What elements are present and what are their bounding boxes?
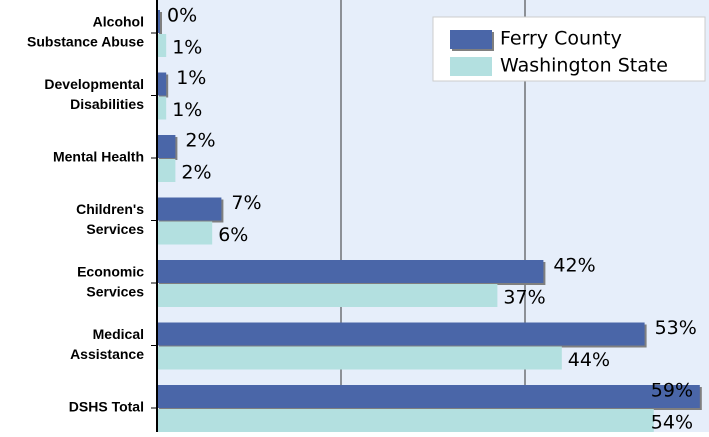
bar <box>157 221 213 245</box>
bar <box>157 34 167 57</box>
bar <box>157 346 562 370</box>
bar <box>157 135 176 158</box>
bar <box>157 322 645 346</box>
value-label: 37% <box>503 287 545 309</box>
category-label: Services <box>86 221 144 237</box>
bar <box>157 159 176 182</box>
category-label: Services <box>86 284 144 300</box>
category-label: Assistance <box>70 346 144 362</box>
value-label: 44% <box>568 349 610 371</box>
bar <box>157 96 167 120</box>
category-label: Developmental <box>44 76 144 92</box>
value-label: 2% <box>185 130 215 152</box>
value-label: 1% <box>176 67 206 89</box>
legend-label: Washington State <box>500 55 668 77</box>
value-label: 7% <box>231 192 261 214</box>
bar-shadow <box>159 12 162 35</box>
value-label: 1% <box>172 37 202 59</box>
value-label: 0% <box>167 5 197 27</box>
bar <box>157 197 222 221</box>
value-label: 53% <box>655 317 697 339</box>
category-label: Alcohol <box>93 14 144 30</box>
category-label: Disabilities <box>70 96 144 112</box>
category-label: Children's <box>76 201 144 217</box>
value-label: 2% <box>181 162 211 184</box>
bar <box>157 409 654 432</box>
bar <box>157 72 167 96</box>
legend-swatch <box>450 30 492 49</box>
category-label: Substance Abuse <box>27 34 144 50</box>
value-label: 42% <box>553 255 595 277</box>
category-label: Mental Health <box>53 149 144 165</box>
bar <box>157 385 700 408</box>
value-label: 54% <box>651 412 693 433</box>
bar <box>157 284 498 307</box>
category-label: DSHS Total <box>69 399 144 415</box>
bar <box>157 260 544 283</box>
value-label: 1% <box>172 99 202 121</box>
category-label: Medical <box>93 326 144 342</box>
legend-swatch <box>450 57 492 76</box>
bar <box>157 10 160 33</box>
category-label: Economic <box>77 264 144 280</box>
value-label: 6% <box>218 224 248 246</box>
legend-label: Ferry County <box>500 28 622 50</box>
value-label: 59% <box>651 380 693 402</box>
